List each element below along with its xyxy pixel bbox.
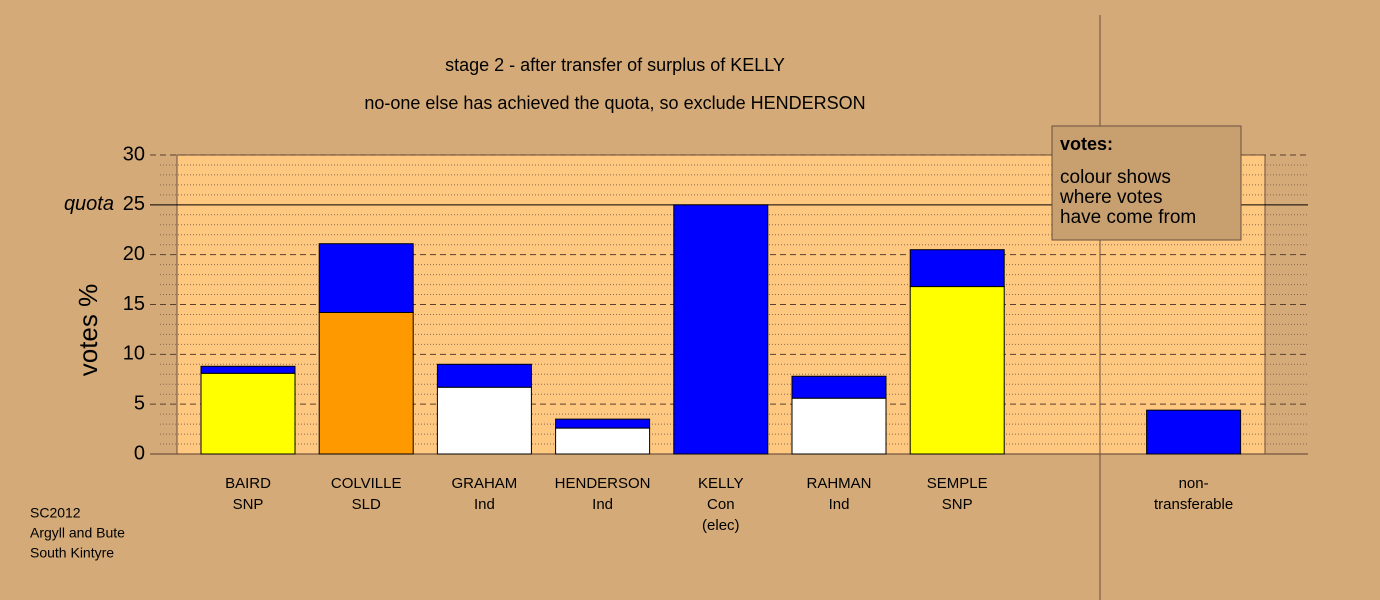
- x-tick-label: transferable: [1154, 496, 1233, 513]
- legend-text: where votes: [1059, 187, 1162, 208]
- y-axis-label: votes %: [73, 284, 103, 377]
- x-tick-label: (elec): [702, 517, 740, 534]
- bar-segment: [318, 243, 414, 313]
- bar-segment: [791, 397, 887, 455]
- x-tick-label: SLD: [352, 496, 381, 513]
- x-tick-label: SEMPLE: [927, 475, 988, 492]
- chart-title: stage 2 - after transfer of surplus of K…: [445, 55, 785, 75]
- y-tick-label: 5: [134, 392, 145, 414]
- bar-segment: [318, 311, 414, 455]
- legend-text: have come from: [1060, 207, 1196, 228]
- bars: BAIRD SNP COLVILLE SLD GRAHAM Ind HENDERSON Ind…: [200, 204, 1242, 534]
- bar-segment: [200, 372, 296, 455]
- x-tick-label: RAHMAN: [806, 475, 871, 492]
- bar-segment: [436, 363, 532, 388]
- legend-title: votes:: [1060, 134, 1113, 154]
- y-tick-label: 10: [123, 343, 145, 365]
- bar-segment: [909, 286, 1005, 455]
- bar-segment: [791, 375, 887, 399]
- y-tick-label: 0: [134, 442, 145, 464]
- x-tick-label: non-: [1179, 475, 1209, 492]
- bar-segment: [436, 386, 532, 455]
- x-tick-label: Con: [707, 496, 735, 513]
- x-tick-label: SNP: [233, 496, 264, 513]
- quota-label: quota: [64, 193, 114, 215]
- y-tick-label: 30: [123, 143, 145, 165]
- x-tick-label: BAIRD: [225, 475, 271, 492]
- y-tick-label: 15: [123, 293, 145, 315]
- chart-subtitle: no-one else has achieved the quota, so e…: [364, 93, 865, 113]
- legend-text: colour shows: [1060, 167, 1171, 188]
- bar-segment: [200, 365, 296, 374]
- x-tick-label: Ind: [592, 496, 613, 513]
- x-tick-label: SNP: [942, 496, 973, 513]
- y-tick-label: 20: [123, 243, 145, 265]
- legend-box: [1051, 125, 1242, 241]
- source: South Kintyre: [30, 545, 114, 561]
- x-tick-label: KELLY: [698, 475, 744, 492]
- y-tick-label: 25: [123, 193, 145, 215]
- source: SC2012: [30, 505, 81, 521]
- x-tick-label: COLVILLE: [331, 475, 402, 492]
- x-tick-label: HENDERSON: [555, 475, 651, 492]
- bar-segment: [1146, 409, 1242, 455]
- bar-segment: [555, 427, 651, 455]
- x-tick-label: Ind: [474, 496, 495, 513]
- x-tick-label: Ind: [829, 496, 850, 513]
- source: Argyll and Bute: [30, 525, 125, 541]
- bar-segment: [555, 418, 651, 429]
- x-tick-label: GRAHAM: [451, 475, 517, 492]
- bar-segment: [673, 204, 769, 455]
- bar-segment: [909, 249, 1005, 288]
